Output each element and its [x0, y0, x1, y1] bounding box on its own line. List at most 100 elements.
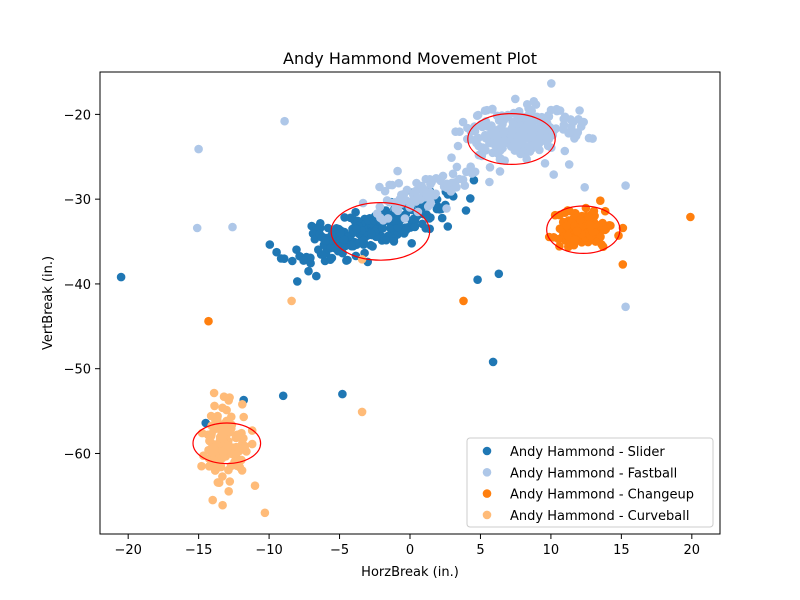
scatter-point — [210, 401, 219, 411]
scatter-point — [197, 461, 206, 471]
scatter-point — [339, 235, 349, 244]
scatter-point — [621, 181, 630, 190]
scatter-point — [463, 123, 472, 133]
scatter-point — [499, 128, 509, 138]
legend: Andy Hammond - Slider Andy Hammond - Fast… — [466, 437, 714, 528]
scatter-point — [621, 302, 630, 312]
scatter-point — [312, 271, 321, 281]
scatter-point — [280, 116, 289, 126]
x-tick-label: −20 — [114, 543, 141, 558]
scatter-point — [508, 119, 518, 129]
scatter-point — [287, 296, 296, 306]
scatter-point — [503, 111, 513, 120]
scatter-point — [481, 133, 491, 143]
scatter-point — [549, 233, 558, 242]
legend-marker — [482, 446, 492, 456]
scatter-point — [393, 222, 403, 232]
scatter-point — [559, 120, 569, 130]
scatter-point — [378, 216, 388, 225]
scatter-point — [234, 430, 243, 440]
scatter-point — [222, 440, 231, 450]
scatter-point — [219, 447, 228, 457]
scatter-point — [222, 416, 231, 426]
scatter-point — [387, 180, 397, 190]
scatter-point — [247, 439, 257, 449]
scatter-point — [197, 428, 207, 438]
scatter-point — [567, 122, 576, 131]
scatter-point — [338, 389, 347, 399]
x-tick-label: −15 — [185, 543, 212, 558]
scatter-point — [375, 202, 385, 212]
scatter-point — [452, 183, 461, 192]
scatter-point — [218, 403, 227, 413]
scatter-point — [225, 393, 234, 402]
scatter-point — [292, 245, 301, 254]
scatter-point — [366, 229, 376, 238]
scatter-point — [225, 477, 235, 486]
scatter-point — [224, 487, 233, 496]
scatter-point — [212, 459, 221, 468]
series-1-points — [192, 79, 630, 312]
scatter-point — [524, 142, 534, 151]
scatter-point — [240, 444, 249, 453]
y-tick-label: −60 — [64, 447, 91, 462]
points-layer — [116, 79, 695, 518]
chart-title: Andy Hammond Movement Plot — [283, 49, 537, 68]
scatter-point — [491, 129, 501, 138]
scatter-point — [498, 143, 507, 153]
scatter-point — [547, 79, 556, 88]
scatter-point — [204, 316, 213, 326]
scatter-point — [321, 236, 331, 245]
scatter-point — [511, 94, 520, 104]
scatter-point — [459, 296, 468, 306]
scatter-point — [470, 122, 479, 131]
scatter-point — [214, 478, 224, 488]
scatter-point — [279, 254, 289, 263]
scatter-point — [564, 129, 573, 138]
scatter-point — [212, 415, 222, 424]
scatter-point — [466, 194, 475, 203]
scatter-point — [378, 223, 387, 233]
scatter-point — [351, 207, 360, 217]
scatter-point — [480, 106, 490, 115]
scatter-point — [402, 185, 412, 195]
legend-label: Andy Hammond - Changeup — [510, 488, 694, 503]
scatter-point — [442, 179, 452, 189]
scatter-point — [194, 144, 203, 154]
scatter-point — [265, 240, 275, 249]
scatter-point — [363, 215, 373, 225]
scatter-point — [401, 225, 411, 235]
scatter-point — [562, 221, 571, 231]
scatter-point — [288, 256, 297, 266]
scatter-point — [453, 141, 463, 151]
scatter-point — [506, 130, 516, 140]
x-tick-label: −10 — [255, 543, 282, 558]
scatter-point — [442, 204, 451, 213]
series-2-ellipse — [546, 205, 621, 255]
scatter-point — [237, 466, 247, 475]
scatter-point — [336, 228, 345, 238]
scatter-point — [423, 202, 433, 211]
scatter-point — [238, 400, 247, 409]
scatter-point — [540, 159, 550, 168]
scatter-point — [299, 256, 308, 265]
legend-label: Andy Hammond - Fastball — [510, 466, 677, 481]
scatter-point — [431, 174, 441, 183]
scatter-point — [228, 222, 237, 232]
scatter-point — [524, 118, 534, 128]
scatter-point — [225, 427, 235, 437]
scatter-point — [570, 134, 579, 143]
x-axis: −20 −15 −10 −5 0 5 10 15 20 — [114, 534, 700, 558]
scatter-point — [469, 175, 479, 185]
scatter-point — [458, 117, 468, 127]
scatter-point — [618, 260, 628, 269]
scatter-point — [570, 235, 579, 244]
scatter-point — [209, 444, 219, 454]
scatter-point — [496, 154, 505, 163]
ellipse-layer — [192, 112, 621, 465]
legend-marker — [482, 489, 492, 498]
x-tick-label: 20 — [684, 543, 701, 558]
y-tick-label: −30 — [64, 193, 91, 208]
scatter-point — [584, 212, 594, 221]
